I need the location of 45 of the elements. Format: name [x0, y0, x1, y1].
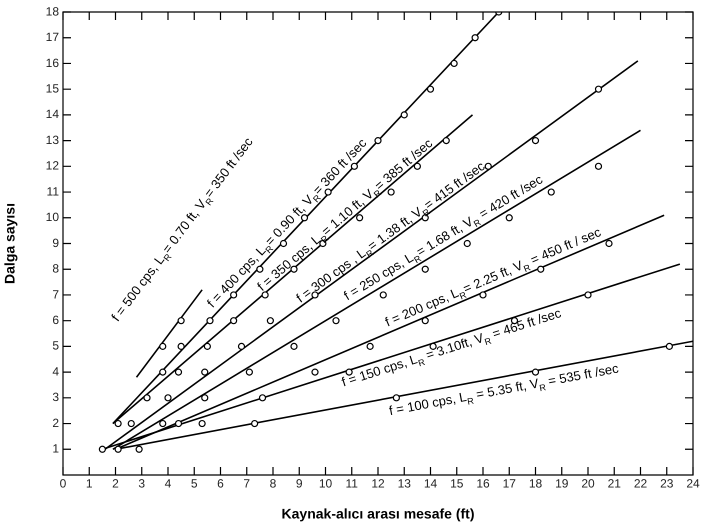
x-tick-label: 5	[190, 476, 198, 491]
y-tick-label: 3	[52, 390, 60, 404]
y-tick-label: 1	[52, 442, 60, 456]
y-tick-label: 7	[52, 287, 60, 302]
x-tick-label: 3	[138, 476, 146, 491]
y-tick-label: 17	[46, 30, 60, 44]
x-tick-label: 11	[346, 476, 358, 491]
y-tick-label: 4	[52, 364, 60, 378]
x-tick-label: 8	[270, 476, 277, 491]
x-tick-label: 1	[86, 476, 93, 491]
x-tick-label: 17	[502, 476, 516, 491]
x-tick-label: 9	[296, 476, 303, 491]
y-tick-label: 16	[46, 56, 60, 70]
x-tick-label: 15	[450, 476, 464, 491]
x-tick-label: 2	[112, 476, 120, 491]
x-tick-label: 14	[424, 476, 438, 491]
x-axis-title: Kaynak-alıcı arası mesafe (ft)	[282, 505, 474, 522]
y-tick-label: 12	[46, 158, 60, 173]
x-tick-label: 20	[581, 476, 595, 491]
y-tick-label: 10	[46, 210, 60, 224]
x-tick-label: 12	[371, 476, 385, 491]
x-tick-label: 18	[528, 476, 542, 491]
y-tick-label: 13	[46, 132, 60, 147]
x-tick-label: 4	[164, 476, 172, 491]
x-tick-label: 0	[60, 476, 67, 491]
y-tick-label: 2	[52, 416, 60, 430]
y-tick-label: 18	[46, 4, 60, 18]
y-tick-label: 5	[52, 338, 60, 353]
x-tick-label: 16	[476, 476, 490, 491]
x-tick-label: 19	[555, 476, 569, 491]
x-tick-label: 23	[660, 476, 674, 491]
y-tick-label: 14	[46, 107, 60, 122]
y-tick-label: 8	[52, 262, 60, 276]
x-tick-label: 7	[243, 476, 250, 491]
x-tick-label: 6	[217, 476, 224, 491]
x-tick-label: 24	[686, 476, 700, 491]
y-tick-label: 11	[46, 184, 60, 198]
x-tick-label: 10	[318, 476, 332, 491]
y-tick-label: 6	[52, 312, 60, 327]
x-tick-label: 22	[634, 476, 648, 491]
y-tick-label: 15	[46, 81, 60, 96]
y-tick-label: 9	[52, 236, 60, 250]
x-tick-label: 21	[608, 476, 622, 491]
x-tick-label: 13	[398, 476, 412, 491]
y-axis-title: Dalga sayısı	[1, 203, 18, 284]
